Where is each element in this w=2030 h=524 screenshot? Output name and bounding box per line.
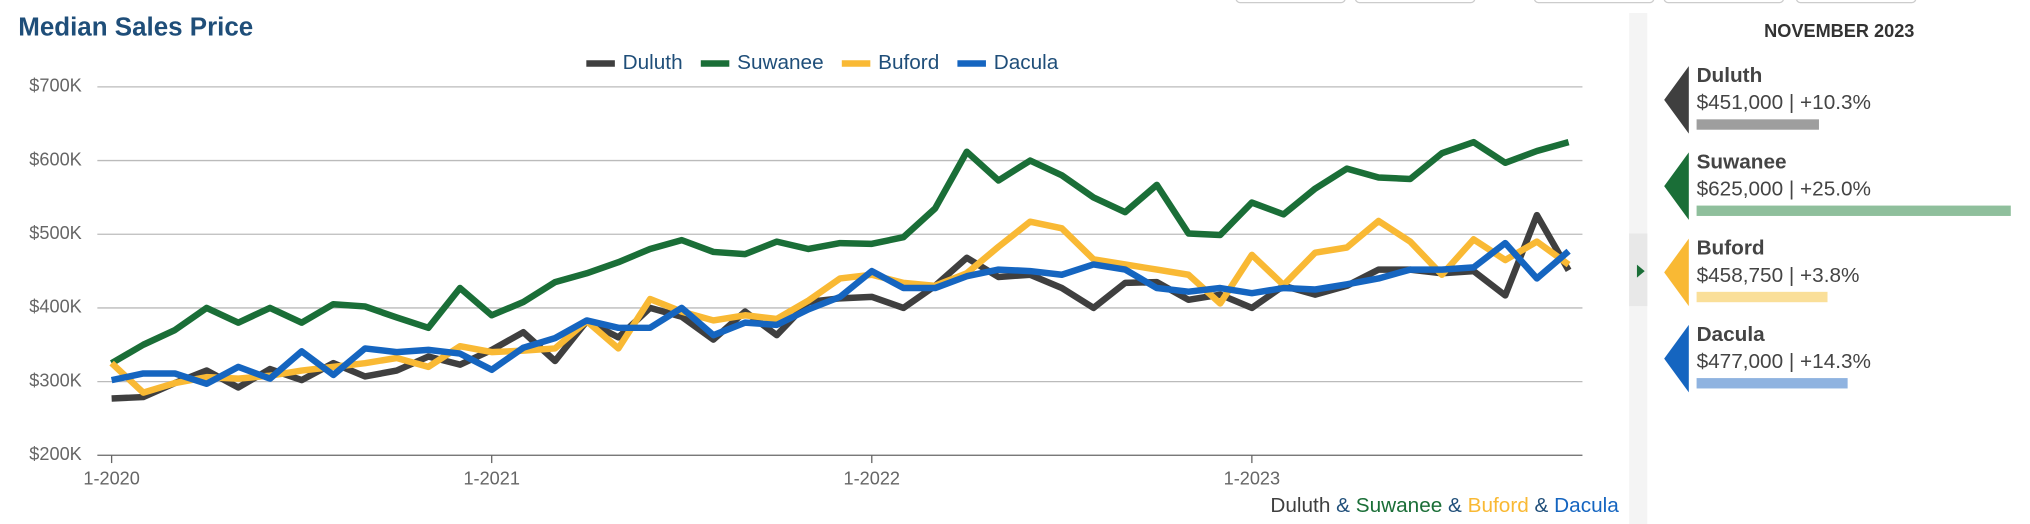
x-tick-label: 1-2021	[463, 469, 520, 489]
panel-summary: $458,750 | +3.8%	[1697, 264, 1860, 287]
panel-marker	[1664, 66, 1689, 134]
series-line	[109, 138, 1570, 366]
toggle-arrow	[1636, 264, 1645, 278]
panel-title: NOVEMBER 2023	[1764, 21, 1914, 41]
panel-summary: $625,000 | +25.0%	[1697, 177, 1871, 200]
panel-name: Suwanee	[1697, 150, 1787, 173]
panel-bar	[1696, 119, 1819, 130]
button[interactable]	[1796, 0, 1917, 4]
panel-name: Buford	[1697, 237, 1765, 260]
footer-separator: &	[1442, 495, 1467, 518]
button[interactable]	[1235, 0, 1346, 4]
y-tick-label: $500K	[29, 223, 81, 243]
legend-label: Buford	[878, 51, 939, 74]
legend-label: Suwanee	[737, 51, 824, 74]
button[interactable]	[1663, 0, 1784, 4]
series-line	[109, 217, 1571, 396]
footer-name: Duluth	[1270, 495, 1330, 518]
panel-bar	[1696, 378, 1848, 389]
footer-separator: &	[1330, 495, 1355, 518]
x-tick-label: 1-2022	[844, 469, 901, 489]
x-tick-label: 1-2020	[83, 469, 139, 489]
footer-separator: &	[1529, 495, 1554, 518]
y-tick-label: $600K	[29, 149, 81, 169]
panel-name: Dacula	[1697, 323, 1766, 346]
y-tick-label: $700K	[29, 76, 81, 96]
footer: Duluth & Suwanee & Buford & Dacula	[1270, 495, 1619, 518]
panel-marker	[1664, 324, 1689, 393]
x-tick-label: 1-2023	[1224, 469, 1281, 489]
panel-marker	[1664, 152, 1689, 220]
legend-label: Dacula	[994, 51, 1059, 74]
y-tick-label: $400K	[29, 297, 81, 317]
footer-name: Buford	[1468, 495, 1529, 518]
panel-name: Duluth	[1697, 64, 1763, 87]
button[interactable]	[1534, 0, 1655, 4]
y-tick-label: $200K	[29, 444, 81, 464]
footer-name: Dacula	[1554, 495, 1619, 518]
button[interactable]	[1355, 0, 1476, 4]
series-line	[110, 239, 1571, 388]
panel-marker	[1664, 238, 1689, 307]
panel-bar	[1696, 205, 2011, 216]
y-tick-label: $300K	[29, 370, 81, 390]
footer-name: Suwanee	[1356, 495, 1443, 518]
chart-title: Median Sales Price	[18, 13, 253, 41]
panel-bar	[1696, 291, 1828, 303]
panel-summary: $477,000 | +14.3%	[1697, 350, 1871, 373]
panel-summary: $451,000 | +10.3%	[1697, 91, 1871, 114]
legend-label: Duluth	[623, 51, 683, 74]
